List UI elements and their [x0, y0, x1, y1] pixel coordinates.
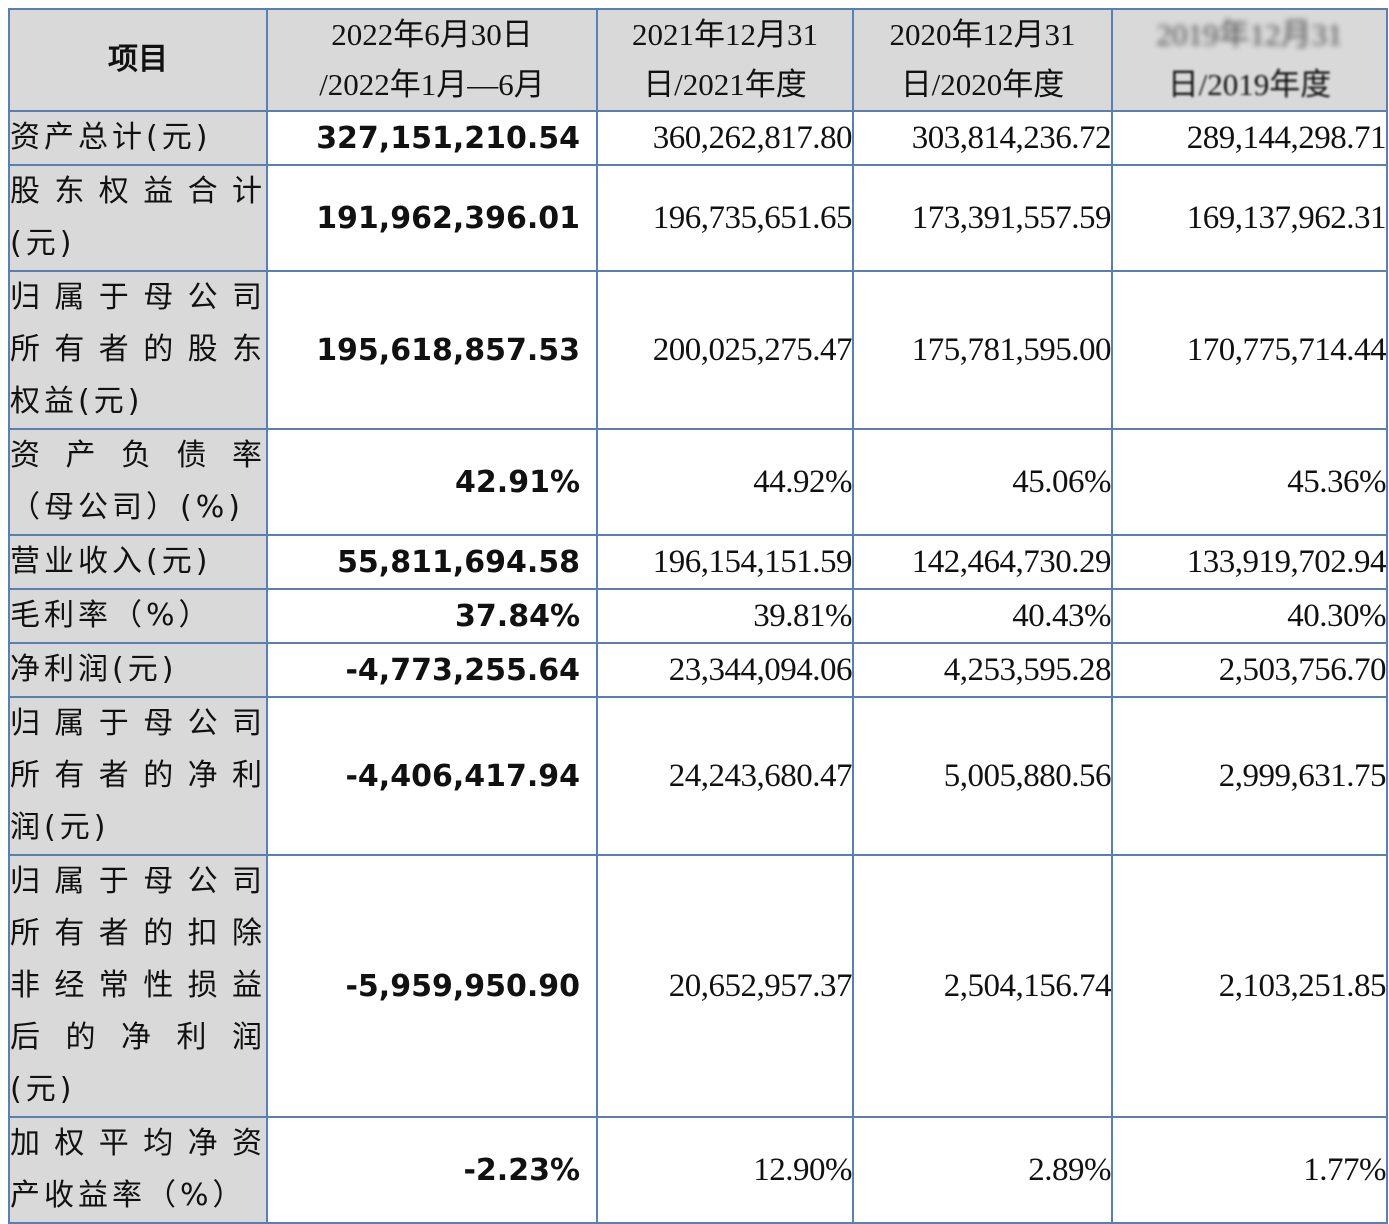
row-label-line: (元)	[10, 226, 76, 261]
cell-value: 42.91%	[266, 428, 598, 536]
row-label-line: 资产总计(元)	[10, 120, 212, 155]
table-row: 股东权益合计 (元) 191,962,396.01 196,735,651.65…	[8, 164, 1388, 272]
cell-value: -4,773,255.64	[266, 642, 598, 698]
header-col-line2: /2022年1月—6月	[319, 67, 545, 102]
row-label-line: 非经常性损益	[10, 968, 266, 1003]
table-row: 净利润(元) -4,773,255.64 23,344,094.06 4,253…	[8, 642, 1388, 698]
cell-value: 133,919,702.94	[1111, 534, 1388, 590]
header-col-2022h1: 2022年6月30日 /2022年1月—6月	[266, 8, 598, 112]
cell-value: 2,103,251.85	[1111, 854, 1388, 1118]
row-label: 归属于母公司 所有者的股东 权益(元)	[8, 270, 268, 430]
cell-value: 2.89%	[852, 1116, 1113, 1224]
row-label: 毛利率（%）	[8, 588, 268, 644]
cell-value: 44.92%	[596, 428, 854, 536]
header-col-line1: 2019年12月31	[1156, 17, 1343, 52]
cell-value: -2.23%	[266, 1116, 598, 1224]
cell-value: 23,344,094.06	[596, 642, 854, 698]
cell-value: 195,618,857.53	[266, 270, 598, 430]
row-label-line: 所有者的股东	[10, 332, 266, 367]
row-label-line: 净利润(元)	[10, 652, 178, 687]
header-col-2021: 2021年12月31 日/2021年度	[596, 8, 854, 112]
cell-value: 170,775,714.44	[1111, 270, 1388, 430]
row-label-line: 归属于母公司	[10, 706, 266, 741]
cell-value: 55,811,694.58	[266, 534, 598, 590]
cell-value: 40.43%	[852, 588, 1113, 644]
row-label-line: （母公司）(%)	[10, 490, 244, 525]
cell-value: 40.30%	[1111, 588, 1388, 644]
cell-value: 5,005,880.56	[852, 696, 1113, 856]
row-label-line: 归属于母公司	[10, 864, 266, 899]
cell-value: 289,144,298.71	[1111, 110, 1388, 166]
cell-value: 45.06%	[852, 428, 1113, 536]
row-label-line: 资产负债率	[10, 438, 266, 473]
table-row: 归属于母公司 所有者的股东 权益(元) 195,618,857.53 200,0…	[8, 270, 1388, 430]
header-col-line2: 日/2020年度	[900, 67, 1065, 102]
table-row: 归属于母公司 所有者的扣除 非经常性损益 后的净利润 (元) -5,959,95…	[8, 854, 1388, 1118]
cell-value: 2,999,631.75	[1111, 696, 1388, 856]
table-row: 资产负债率 （母公司）(%) 42.91% 44.92% 45.06% 45.3…	[8, 428, 1388, 536]
header-item-label: 项目	[108, 42, 168, 77]
row-label-line: 权益(元)	[10, 384, 144, 419]
row-label-line: 后的净利润	[10, 1020, 266, 1055]
header-col-2019: 2019年12月31 日/2019年度	[1111, 8, 1388, 112]
header-col-line2: 日/2019年度	[1167, 67, 1332, 102]
cell-value: 200,025,275.47	[596, 270, 854, 430]
row-label-line: 所有者的扣除	[10, 916, 266, 951]
row-label-line: 加权平均净资	[10, 1126, 266, 1161]
cell-value: 1.77%	[1111, 1116, 1388, 1224]
row-label-line: (元)	[10, 1072, 76, 1107]
row-label-line: 股东权益合计	[10, 174, 266, 209]
cell-value: 142,464,730.29	[852, 534, 1113, 590]
cell-value: 175,781,595.00	[852, 270, 1113, 430]
cell-value: 39.81%	[596, 588, 854, 644]
header-item: 项目	[8, 8, 268, 112]
row-label: 资产总计(元)	[8, 110, 268, 166]
cell-value: 173,391,557.59	[852, 164, 1113, 272]
row-label: 归属于母公司 所有者的扣除 非经常性损益 后的净利润 (元)	[8, 854, 268, 1118]
cell-value: 12.90%	[596, 1116, 854, 1224]
cell-value: 45.36%	[1111, 428, 1388, 536]
cell-value: 2,503,756.70	[1111, 642, 1388, 698]
cell-value: 2,504,156.74	[852, 854, 1113, 1118]
row-label-line: 产收益率（%）	[10, 1178, 247, 1213]
header-col-line1: 2020年12月31	[889, 17, 1076, 52]
row-label-line: 营业收入(元)	[10, 544, 212, 579]
row-label: 资产负债率 （母公司）(%)	[8, 428, 268, 536]
cell-value: -5,959,950.90	[266, 854, 598, 1118]
header-col-2020: 2020年12月31 日/2020年度	[852, 8, 1113, 112]
row-label-line: 所有者的净利	[10, 758, 266, 793]
cell-value: 196,735,651.65	[596, 164, 854, 272]
cell-value: 303,814,236.72	[852, 110, 1113, 166]
table-row: 归属于母公司 所有者的净利 润(元) -4,406,417.94 24,243,…	[8, 696, 1388, 856]
financial-summary-table: 项目 2022年6月30日 /2022年1月—6月 2021年12月31 日/2…	[8, 8, 1388, 1224]
header-col-line2: 日/2021年度	[643, 67, 807, 102]
cell-value: 4,253,595.28	[852, 642, 1113, 698]
cell-value: -4,406,417.94	[266, 696, 598, 856]
row-label: 净利润(元)	[8, 642, 268, 698]
row-label-line: 归属于母公司	[10, 280, 266, 315]
row-label: 归属于母公司 所有者的净利 润(元)	[8, 696, 268, 856]
row-label: 营业收入(元)	[8, 534, 268, 590]
cell-value: 196,154,151.59	[596, 534, 854, 590]
cell-value: 37.84%	[266, 588, 598, 644]
row-label-line: 毛利率（%）	[10, 598, 213, 633]
table-row: 营业收入(元) 55,811,694.58 196,154,151.59 142…	[8, 534, 1388, 590]
cell-value: 24,243,680.47	[596, 696, 854, 856]
cell-value: 191,962,396.01	[266, 164, 598, 272]
cell-value: 169,137,962.31	[1111, 164, 1388, 272]
cell-value: 327,151,210.54	[266, 110, 598, 166]
header-row: 项目 2022年6月30日 /2022年1月—6月 2021年12月31 日/2…	[8, 8, 1388, 112]
header-col-line1: 2021年12月31	[632, 17, 818, 52]
cell-value: 360,262,817.80	[596, 110, 854, 166]
row-label-line: 润(元)	[10, 810, 110, 845]
table-row: 毛利率（%） 37.84% 39.81% 40.43% 40.30%	[8, 588, 1388, 644]
table-row: 加权平均净资 产收益率（%） -2.23% 12.90% 2.89% 1.77%	[8, 1116, 1388, 1224]
table-row: 资产总计(元) 327,151,210.54 360,262,817.80 30…	[8, 110, 1388, 166]
row-label: 加权平均净资 产收益率（%）	[8, 1116, 268, 1224]
header-col-line1: 2022年6月30日	[331, 17, 533, 52]
row-label: 股东权益合计 (元)	[8, 164, 268, 272]
cell-value: 20,652,957.37	[596, 854, 854, 1118]
